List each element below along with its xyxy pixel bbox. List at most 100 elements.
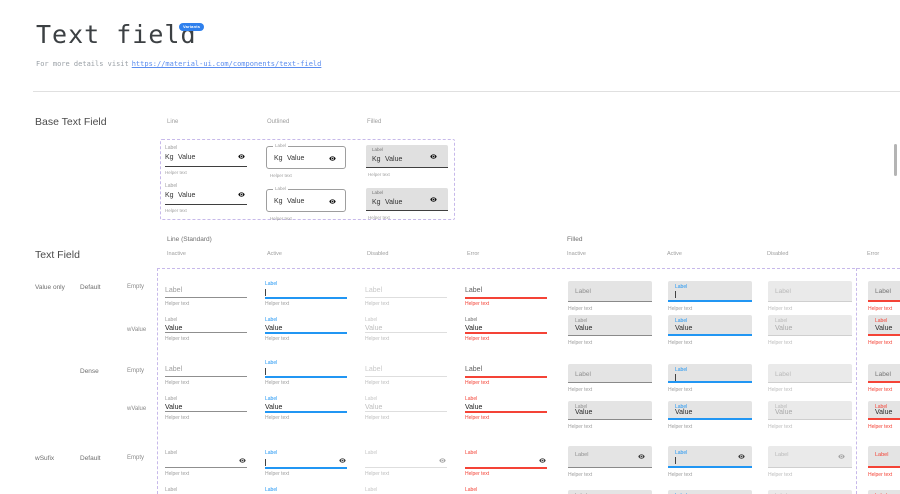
line-field-empty-error[interactable]: Label Helper text: [465, 360, 547, 390]
line-field-empty-inactive[interactable]: Label Helper text: [165, 360, 247, 390]
filled-field-suffix-disabled[interactable]: Label Helper text: [768, 446, 852, 478]
field-label: Label: [875, 452, 889, 458]
helper-text: Helper text: [568, 340, 593, 346]
state-header: Disabled: [367, 251, 389, 257]
field-label: Label: [465, 396, 478, 402]
field-label: Label: [465, 317, 478, 323]
base-filled-field[interactable]: Label Kg Value Helper text: [366, 186, 448, 220]
filled-field-value-inactive[interactable]: Label Value Helper text: [568, 315, 652, 346]
line-field-empty-active[interactable]: Label Helper text: [265, 360, 347, 390]
field-value: Value: [465, 404, 483, 411]
filled-field-empty-inactive[interactable]: Label Helper text: [568, 281, 652, 312]
filled-field-empty-inactive[interactable]: Label Helper text: [568, 364, 652, 393]
filled-field-empty-active[interactable]: Label Helper text: [668, 281, 752, 312]
rail-label: Default: [80, 455, 101, 462]
underline: [465, 297, 547, 299]
field-label: Label: [165, 366, 183, 373]
filled-field-value-error[interactable]: Label Value Helper text: [868, 315, 900, 346]
line-field-value-disabled[interactable]: Label Value Helper text: [365, 393, 447, 423]
helper-text: Helper text: [568, 387, 593, 393]
helper-text: Helper text: [368, 172, 390, 177]
field-prefix: Kg: [372, 156, 381, 163]
filled-field-value-disabled[interactable]: Label Value Helper text: [768, 401, 852, 430]
field-value: Value: [675, 409, 693, 416]
docs-link[interactable]: https://material-ui.com/components/text-…: [131, 60, 322, 68]
helper-text: Helper text: [365, 380, 390, 386]
filled-field-value-error[interactable]: Label Value Helper text: [868, 401, 900, 430]
line-field-suffix-active[interactable]: Label Helper text: [265, 450, 347, 480]
filled-field-suffix-error[interactable]: Label Helper text: [868, 446, 900, 478]
line-field-suffix-inactive[interactable]: Label Helper text: [165, 450, 247, 480]
base-line-field[interactable]: Label Kg Value Helper text: [165, 183, 247, 213]
field-label: Label: [165, 145, 178, 151]
filled-field-value-active[interactable]: Label Value Helper text: [668, 401, 752, 430]
field-label: Label: [365, 317, 378, 323]
filled-field-suffix-active[interactable]: Label Helper text: [668, 446, 752, 478]
field-label: Label: [265, 487, 278, 493]
base-line-field[interactable]: Label Kg Value Helper text: [165, 145, 247, 175]
underline: [365, 411, 447, 412]
filled-field-empty-disabled[interactable]: Label Helper text: [768, 364, 852, 393]
filled-field-empty-error[interactable]: Label Helper text: [868, 281, 900, 312]
field-label: Label: [775, 452, 789, 458]
helper-text: Helper text: [465, 301, 490, 307]
base-outlined-field[interactable]: Kg Value Label Helper text: [266, 186, 346, 221]
filled-field-value-active[interactable]: Label Value Helper text: [668, 315, 752, 346]
helper-text: Helper text: [365, 471, 390, 477]
line-field-empty-disabled[interactable]: Label Helper text: [365, 281, 447, 311]
line-field-value-disabled[interactable]: Label Value Helper text: [365, 314, 447, 344]
filled-field-value-disabled[interactable]: Label Value Helper text: [768, 315, 852, 346]
line-field-value-active[interactable]: Label Value Helper text: [265, 393, 347, 423]
line-field-empty-error[interactable]: Label Helper text: [465, 281, 547, 311]
filled-field-empty-disabled[interactable]: Label Helper text: [768, 281, 852, 312]
filled-field-empty-error[interactable]: Label Helper text: [868, 364, 900, 393]
underline: [265, 411, 347, 413]
filled-field-value-inactive[interactable]: Label Value Helper text: [568, 401, 652, 430]
base-column-header: Outlined: [267, 119, 290, 125]
field-label: Label: [372, 147, 384, 152]
base-outlined-field[interactable]: Kg Value Label Helper text: [266, 143, 346, 178]
line-field-value-active[interactable]: Label Value Helper text: [265, 314, 347, 344]
line-field-value-inactive[interactable]: Label Value Helper text: [165, 314, 247, 344]
visibility-icon: [238, 153, 245, 160]
filled-field-suffix-inactive[interactable]: Label Helper text: [568, 446, 652, 478]
line-field-value-inactive[interactable]: Label Value Helper text: [165, 393, 247, 423]
line-field-value-error[interactable]: Label Value Helper text: [465, 314, 547, 344]
line-field-suffix-disabled[interactable]: Label Helper text: [365, 450, 447, 480]
field-label: Label: [165, 487, 178, 493]
field-label: Label: [675, 404, 688, 410]
base-filled-field[interactable]: Label Kg Value Helper text: [366, 143, 448, 177]
visibility-icon: [339, 457, 346, 464]
field-label: Label: [675, 367, 688, 373]
line-field-empty-active[interactable]: Label Helper text: [265, 281, 347, 311]
helper-text: Helper text: [165, 471, 190, 477]
filled-field-empty-active[interactable]: Label Helper text: [668, 364, 752, 393]
helper-text: Helper text: [668, 340, 693, 346]
field-label: Label: [265, 360, 278, 366]
underline: [265, 376, 347, 378]
field-label: Label: [165, 450, 178, 456]
field-label: Label: [675, 318, 688, 324]
underline: [465, 411, 547, 413]
underline: [365, 376, 447, 377]
helper-text: Helper text: [868, 387, 893, 393]
line-field-empty-inactive[interactable]: Label Helper text: [165, 281, 247, 311]
field-value: Value: [165, 404, 183, 411]
line-field-empty-disabled[interactable]: Label Helper text: [365, 360, 447, 390]
scrollbar-thumb[interactable]: [894, 144, 897, 176]
line-field-value-error[interactable]: Label Value Helper text: [465, 393, 547, 423]
line-field-suffix-error[interactable]: Label Helper text: [465, 450, 547, 480]
field-value: Value: [265, 325, 283, 332]
underline: [165, 411, 247, 412]
helper-text: Helper text: [165, 415, 190, 421]
helper-text: Helper text: [465, 336, 490, 342]
